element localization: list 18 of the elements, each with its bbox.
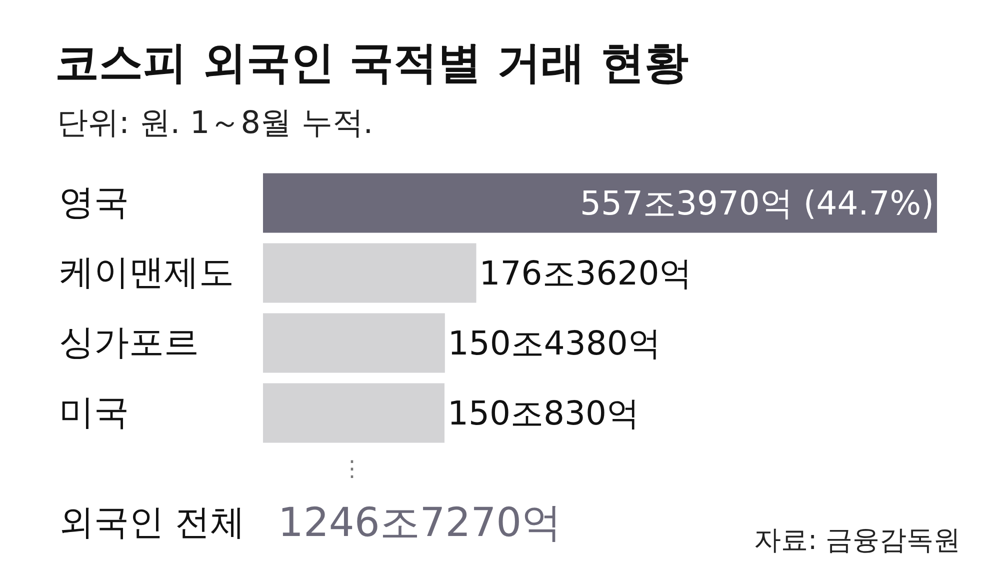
- text: 외국인 전체: [59, 503, 246, 543]
- y-tick-label: 싱가포르: [59, 323, 199, 363]
- data-label: 150조830억: [447, 394, 640, 432]
- y-tick-label: 영국: [59, 183, 129, 223]
- y-tick-label: 미국: [59, 393, 129, 433]
- chart-title: 코스피 외국인 국적별 거래 현황: [55, 37, 688, 88]
- bar: [263, 173, 937, 233]
- bar: [263, 383, 444, 443]
- text: ⋮: [341, 457, 363, 482]
- y-tick-label: 케이맨제도: [59, 253, 234, 293]
- data-label: 150조4380억: [448, 324, 661, 362]
- bar: [263, 243, 476, 303]
- bar: [263, 313, 445, 373]
- text: 1246조7270억: [278, 500, 562, 546]
- text: 자료: 금융감독원: [754, 525, 961, 556]
- data-label: 176조3620억: [479, 254, 692, 292]
- data-label: 557조3970억 (44.7%): [580, 184, 934, 222]
- chart-subtitle: 단위: 원. 1～8월 누적.: [57, 105, 374, 141]
